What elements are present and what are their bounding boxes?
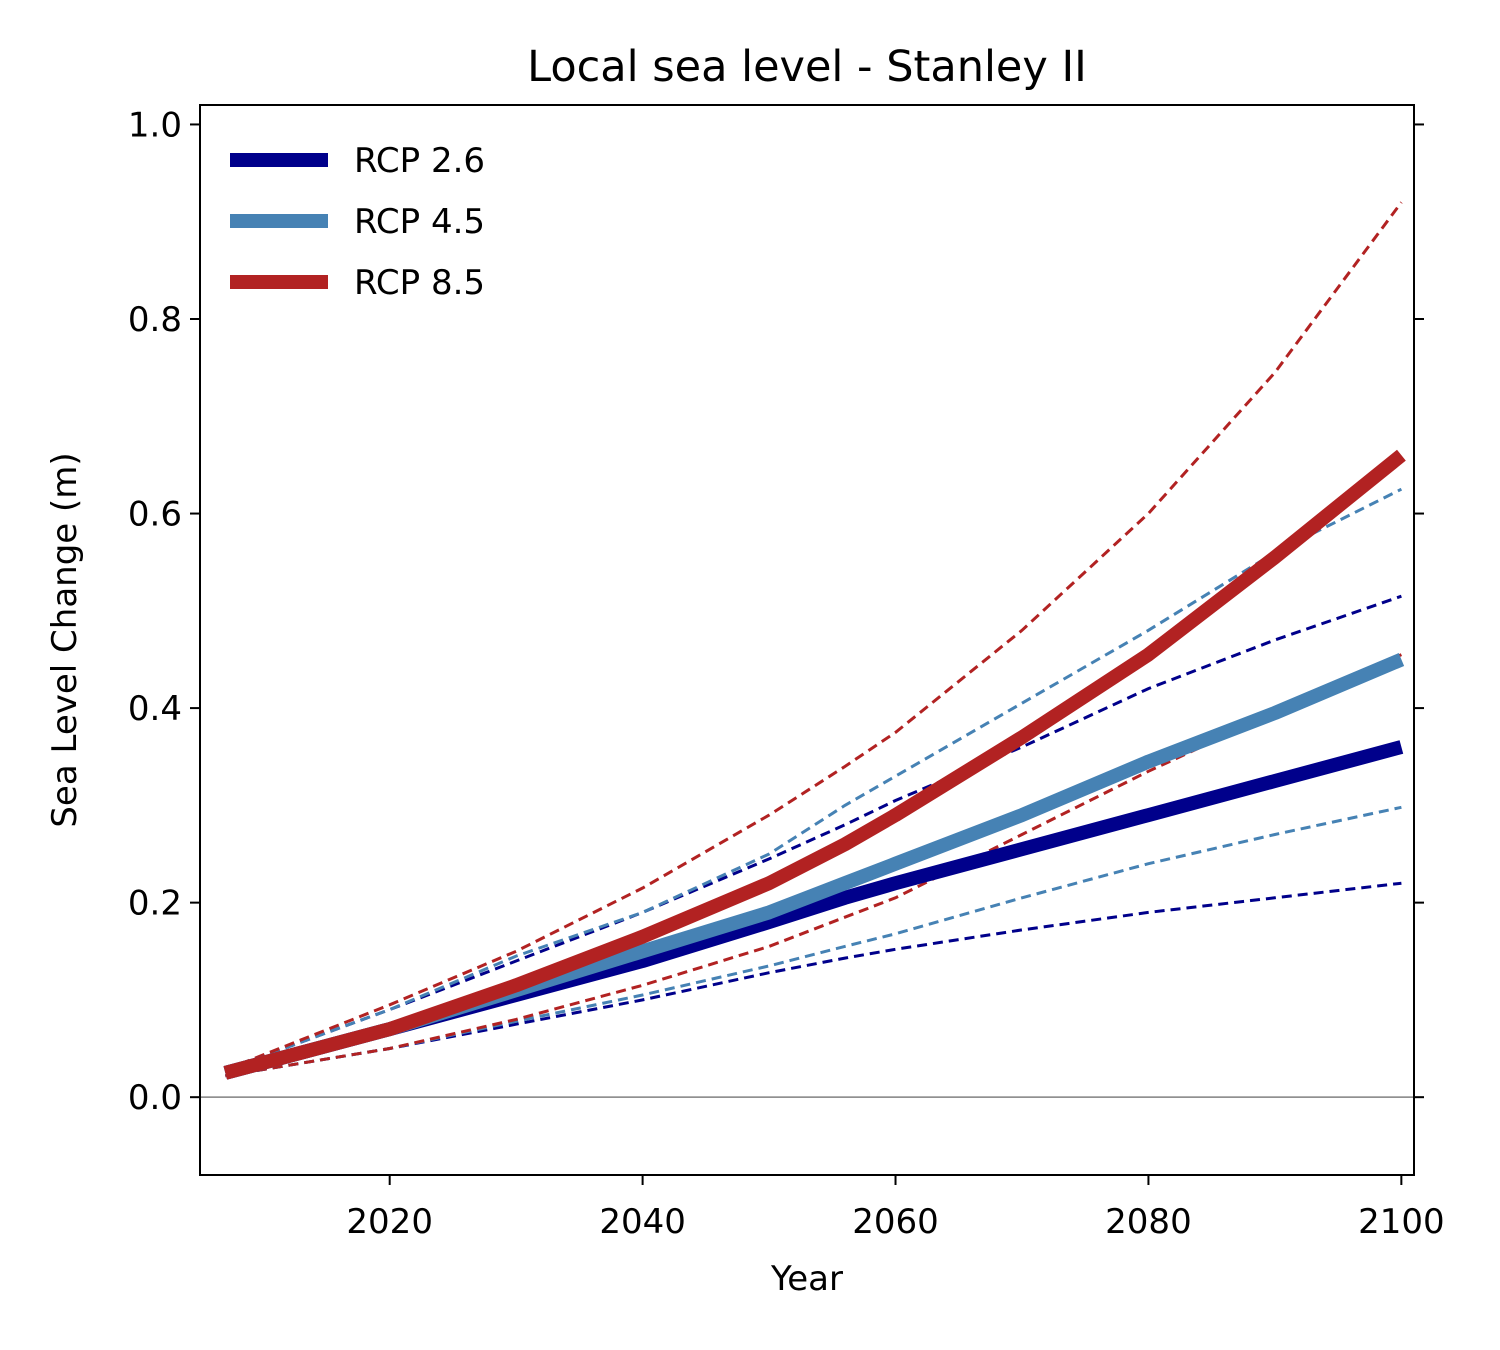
legend-label-rcp-8-5: RCP 8.5 [354,263,485,303]
y-tick-label: 0.2 [128,884,182,924]
series-layer [223,201,1406,1080]
series-rcp-8-5-median-line [223,449,1406,1080]
legend: RCP 2.6 RCP 4.5 RCP 8.5 [230,141,485,303]
x-tick-label: 2100 [1358,1202,1445,1242]
y-tick-label: 0.0 [128,1078,182,1118]
plot-frame [199,104,1415,1176]
y-tick-label: 1.0 [128,105,182,145]
legend-label-rcp-4-5: RCP 4.5 [354,202,485,242]
x-axis-ticks: 2020 2040 2060 2080 2100 [346,1175,1445,1242]
x-tick-label: 2080 [1105,1202,1192,1242]
y-axis-ticks: 0.0 0.2 0.4 0.6 0.8 1.0 [128,105,1424,1118]
y-tick-label: 0.8 [128,300,182,340]
x-tick-label: 2020 [346,1202,433,1242]
chart-title: Local sea level - Stanley II [527,42,1087,92]
y-tick-label: 0.4 [128,689,182,729]
series-rcp-2-6-upper-bound [224,594,1402,1072]
series-rcp-4-5-upper-bound [224,487,1403,1072]
x-tick-label: 2060 [852,1202,939,1242]
legend-label-rcp-2-6: RCP 2.6 [354,141,485,181]
x-tick-label: 2040 [599,1202,686,1242]
series-rcp-8-5-upper-bound [224,201,1403,1072]
x-axis-label: Year [770,1259,843,1299]
series-rcp-2-6-lower-bound [225,881,1402,1078]
series-rcp-4-5-lower-bound [225,805,1402,1078]
y-tick-label: 0.6 [128,495,182,535]
y-axis-label: Sea Level Change (m) [45,452,85,827]
